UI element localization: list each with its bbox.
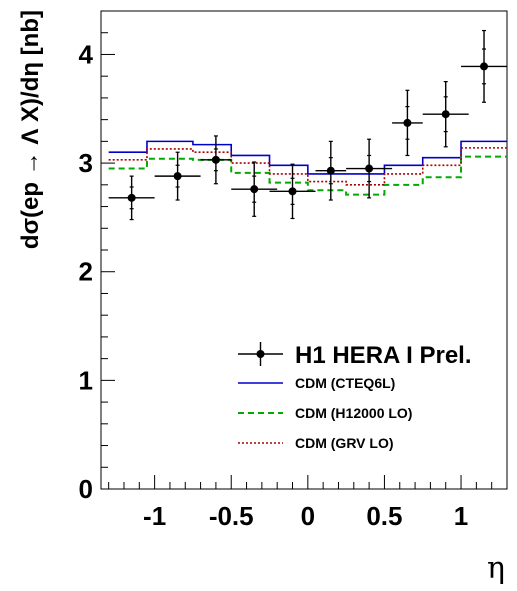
data-marker — [127, 193, 136, 202]
data-marker — [326, 166, 335, 175]
data-point — [346, 138, 393, 199]
y-tick-label: 4 — [79, 39, 94, 69]
y-tick-label: 1 — [79, 365, 93, 395]
y-tick-label: 2 — [79, 257, 93, 287]
data-point — [269, 163, 316, 220]
data-marker — [173, 172, 182, 181]
data-marker — [288, 187, 297, 196]
data-point — [108, 175, 155, 221]
data-marker — [441, 110, 450, 119]
y-axis: 0 1 2 3 4 — [79, 10, 115, 504]
legend-label: CDM (GRV LO) — [295, 435, 394, 451]
data-point — [200, 135, 232, 185]
x-tick-label: -0.5 — [209, 501, 254, 531]
x-axis: -1 -0.5 0 0.5 1 — [108, 475, 508, 531]
legend-label: CDM (CTEQ6L) — [295, 375, 395, 391]
series-cdm-cteq6l — [108, 140, 507, 175]
data-marker — [250, 185, 259, 194]
legend: H1 HERA I Prel. CDM (CTEQ6L) CDM (H12000 L… — [238, 342, 472, 451]
data-marker — [365, 164, 374, 173]
y-axis-title: dσ(ep → Λ X)/dη [nb] — [17, 10, 44, 249]
y-tick-label: 0 — [79, 474, 93, 504]
legend-label: CDM (H12000 LO) — [295, 405, 412, 421]
data-point — [422, 81, 469, 148]
x-tick-label: 0.5 — [366, 501, 402, 531]
x-axis-title: η — [487, 551, 505, 586]
x-tick-label: 0 — [301, 501, 315, 531]
data-points — [108, 29, 507, 221]
legend-data-marker — [256, 350, 265, 358]
x-tick-label: -1 — [143, 501, 166, 531]
data-marker — [480, 62, 489, 71]
y-tick-label: 3 — [79, 148, 93, 178]
data-point — [154, 151, 201, 201]
data-marker — [211, 155, 220, 164]
data-point — [392, 89, 423, 157]
model-histograms — [108, 140, 507, 196]
data-marker — [403, 118, 412, 127]
legend-label: H1 HERA I Prel. — [295, 342, 472, 369]
data-point — [231, 161, 278, 217]
data-point — [315, 140, 347, 201]
series-cdm-h12000-lo — [108, 155, 507, 196]
data-point — [461, 29, 507, 103]
x-tick-label: 1 — [454, 501, 468, 531]
